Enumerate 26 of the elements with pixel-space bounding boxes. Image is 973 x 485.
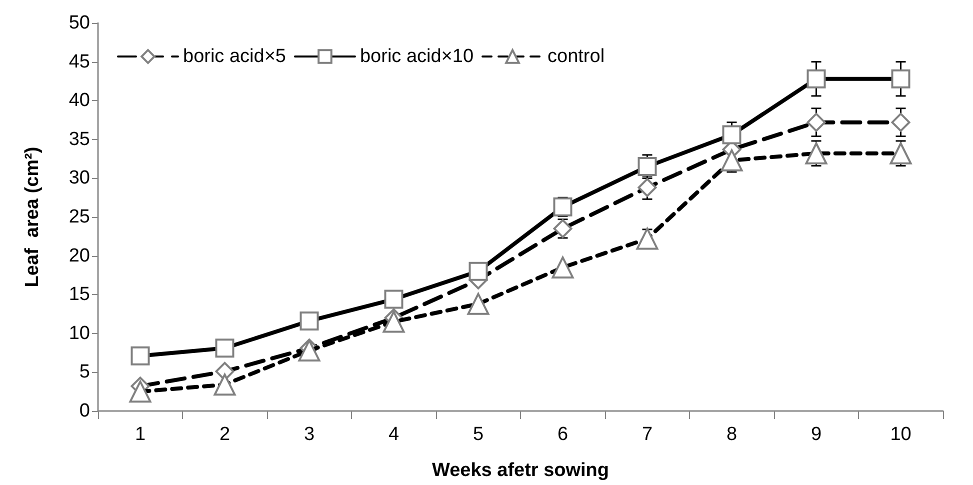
legend-label: control [548,46,605,67]
y-tick-label: 10 [68,322,90,344]
x-tick-label: 8 [726,424,738,445]
y-tick-label: 5 [79,362,90,383]
y-tick-label: 25 [68,206,90,228]
x-tick-label: 4 [388,424,400,445]
x-tick-label: 6 [557,424,568,445]
x-tick-label: 7 [642,424,653,445]
y-tick-label: 35 [68,128,90,150]
x-tick-label: 3 [304,424,315,445]
y-axis-title: Leaf area (cm²) [22,146,43,288]
x-tick-label: 1 [134,424,146,445]
y-tick-label: 30 [68,168,90,189]
y-tick-label: 50 [68,12,90,34]
x-tick-label: 5 [472,424,484,445]
x-axis-title: Weeks afetr sowing [432,460,610,481]
x-tick-label: 2 [219,424,230,445]
y-tick-label: 15 [68,284,90,306]
x-tick-label: 10 [890,424,912,445]
x-tick-label: 9 [810,424,822,445]
legend-label: boric acid×5 [183,46,286,67]
y-tick-label: 45 [68,51,90,72]
y-tick-label: 0 [79,400,90,422]
y-tick-label: 40 [68,90,90,112]
y-tick-label: 20 [68,245,90,266]
legend-label: boric acid×10 [360,46,474,67]
